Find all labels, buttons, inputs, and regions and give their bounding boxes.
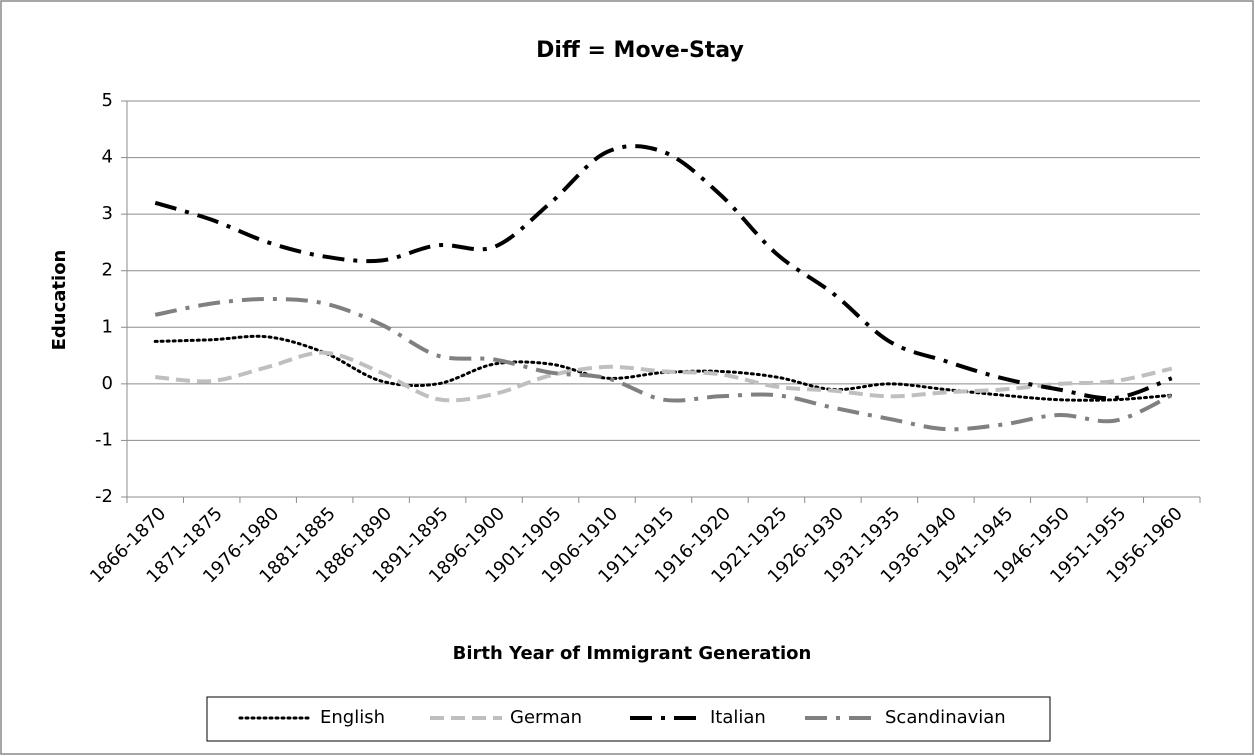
legend (206, 696, 1051, 742)
legend-label: English (320, 707, 385, 728)
line (154, 296, 1173, 432)
y-tick-label: 3 (102, 203, 113, 224)
x-axis-label: Birth Year of Immigrant Generation (453, 643, 812, 664)
line (154, 144, 1173, 401)
legend-label: Italian (710, 707, 766, 728)
y-axis-label: Education (49, 250, 70, 351)
legend-label: Scandinavian (885, 707, 1006, 728)
y-tick-label: 0 (102, 373, 113, 394)
y-tick-label: 4 (102, 147, 113, 168)
y-tick-label: -2 (95, 486, 113, 507)
y-tick-label: -1 (95, 429, 113, 450)
y-tick-label: 2 (102, 260, 113, 281)
legend-label: German (510, 707, 582, 728)
y-tick-label: 1 (102, 316, 113, 337)
chart-title: Diff = Move-Stay (536, 38, 744, 63)
y-tick-label: 5 (102, 90, 113, 111)
line (155, 350, 1173, 403)
